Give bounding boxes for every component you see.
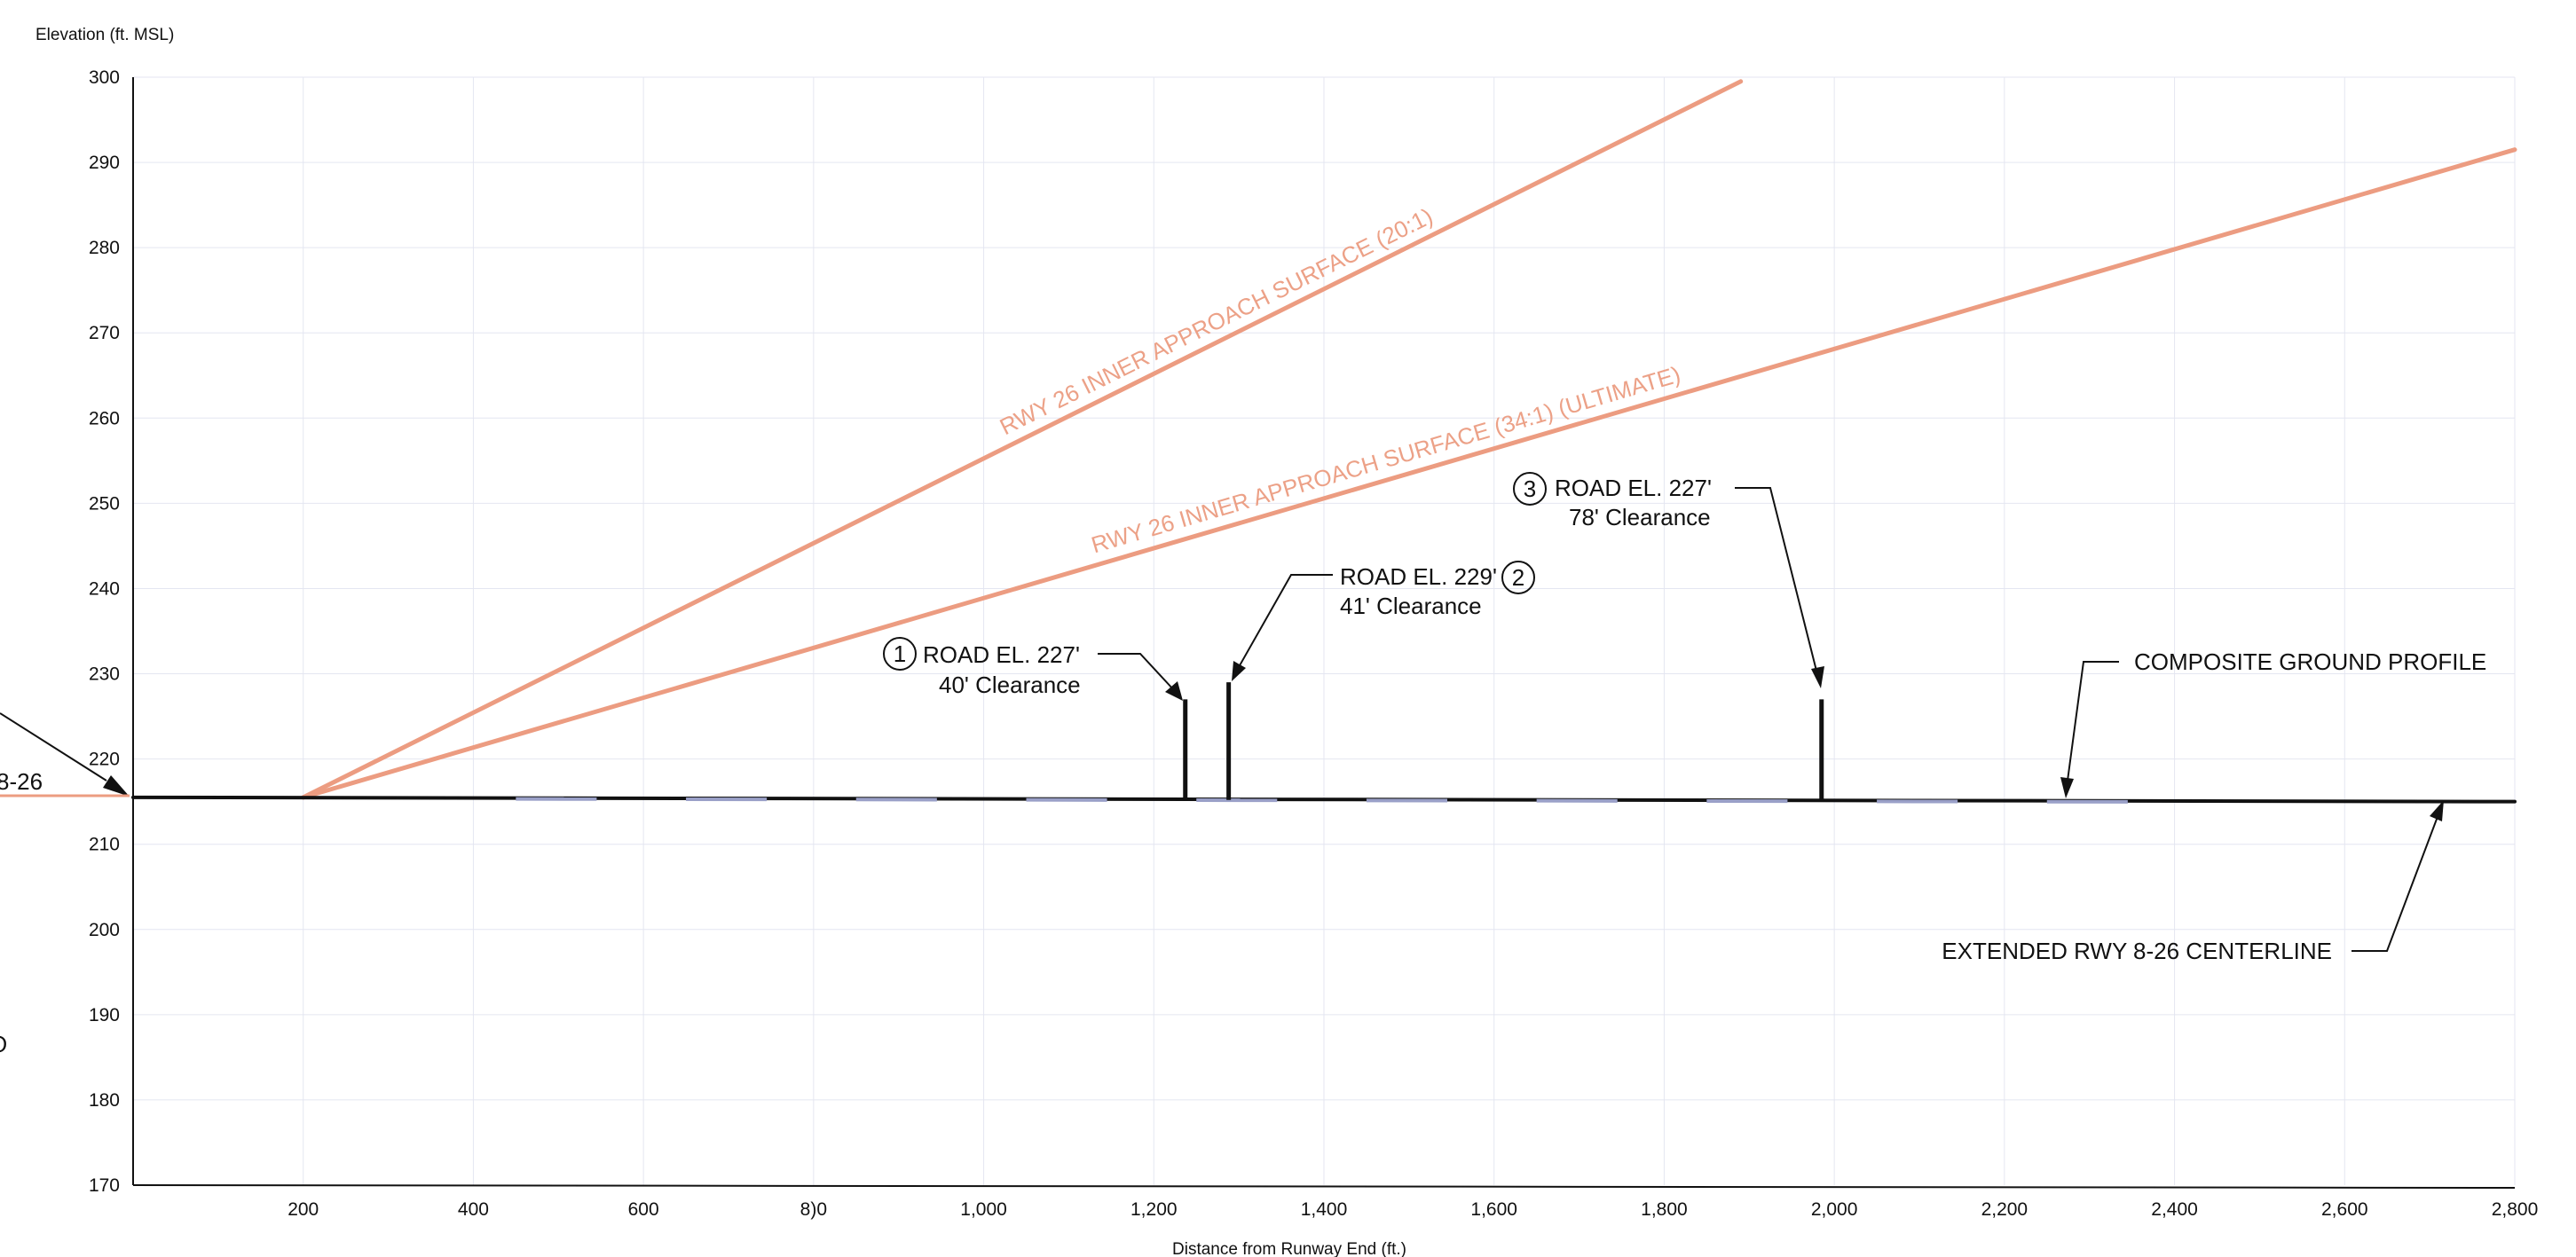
obstacle-1-arrowhead [1165,681,1183,701]
y-tick-label: 290 [89,153,120,173]
x-tick-label: 200 [288,1199,319,1220]
obstacle-3-arrowhead [1811,666,1824,688]
x-tick-label: 1,600 [1470,1199,1517,1220]
x-axis-label: Distance from Runway End (ft.) [1172,1240,1406,1257]
y-tick-label: 230 [89,664,120,685]
obstacle-2-arrowhead [1232,661,1246,681]
ground-profile-arrowhead [2060,777,2074,798]
x-tick-label: 1,800 [1641,1199,1688,1220]
obstacle-2-marker [1501,561,1535,594]
obstacle-group [1183,682,1824,801]
obstacle-2-label: ROAD EL. 229' [1340,563,1497,590]
obstacle-3-label: ROAD EL. 227' [1555,475,1712,501]
y-tick-label: 170 [89,1175,120,1196]
obstacle-3-clearance: 78' Clearance [1569,504,1711,530]
obstacle-2-clearance: 41' Clearance [1340,593,1482,619]
centerline-label: EXTENDED RWY 8-26 CENTERLINE [1942,938,2332,964]
obstacle-3-leader [1735,487,1818,675]
x-tick-label: 2,200 [1981,1199,2029,1220]
y-axis-label: Elevation (ft. MSL) [35,26,174,44]
x-tick-label: 1,000 [960,1199,1007,1220]
y-tick-label: 250 [89,493,120,514]
obstacle-1-callout: 1 ROAD EL. 227' 40' Clearance [883,637,1183,701]
left-cut-small-label: O [0,1031,7,1057]
x-tick-label: 400 [458,1199,489,1220]
y-tick-label: 210 [89,835,120,855]
series-line-1 [301,147,2517,800]
x-axis-line [132,1184,2516,1189]
y-tick-label: 180 [89,1090,120,1111]
left-cut-label: 8-26 [0,768,43,795]
centerline-callout: EXTENDED RWY 8-26 CENTERLINE [1942,800,2444,964]
ground-profile-callout: COMPOSITE GROUND PROFILE [2060,648,2486,798]
y-tick-label: 300 [89,67,120,88]
obstacle-2-callout: ROAD EL. 229' 41' Clearance 2 [1232,561,1535,681]
centerline-leader [2351,813,2439,952]
obstacle-1-leader [1098,653,1175,691]
obstacle-3-callout: 3 ROAD EL. 227' 78' Clearance [1513,472,1824,688]
axis-ticks: 170 180 190 200 210 220 230 240 250 260 270 280 290 3… [89,67,2538,1220]
y-tick-label: 240 [89,578,120,599]
ground-profile-leader [2067,661,2119,782]
x-tick-label: 8)0 [800,1199,827,1220]
series-line-0 [301,79,1744,800]
obstacle-1-label: ROAD EL. 227' [923,641,1080,668]
y-tick-label: 190 [89,1005,120,1025]
obstacle-2-id: 2 [1512,564,1524,591]
y-tick-label: 220 [89,750,120,770]
x-tick-label: 2,000 [1811,1199,1858,1220]
centerline-arrowhead [2430,800,2444,821]
left-edge-arrowhead [103,775,130,797]
x-tick-label: 600 [628,1199,659,1220]
ground-profile-label: COMPOSITE GROUND PROFILE [2134,648,2486,675]
y-tick-label: 270 [89,323,120,343]
obstacle-3-marker [1513,472,1547,506]
obstacle-1-marker [883,637,917,671]
grid-lines [133,76,2516,1185]
left-edge-leader [0,712,107,782]
y-tick-label: 200 [89,920,120,940]
obstacle-1-clearance: 40' Clearance [939,672,1081,698]
obstacle-2-leader [1238,574,1333,668]
obstacle-3-id: 3 [1524,475,1536,502]
y-tick-label: 260 [89,408,120,428]
x-tick-label: 2,800 [2492,1199,2539,1220]
x-tick-label: 2,600 [2321,1199,2368,1220]
ground-profile-dashes [516,797,2128,804]
surface-20-1-label: RWY 26 INNER APPROACH SURFACE (20:1) [996,202,1437,440]
x-tick-label: 1,400 [1301,1199,1348,1220]
y-tick-label: 280 [89,238,120,258]
obstacle-1-id: 1 [894,640,906,667]
x-tick-label: 2,400 [2151,1199,2198,1220]
series-line-2 [131,795,2517,804]
x-tick-label: 1,200 [1130,1199,1178,1220]
